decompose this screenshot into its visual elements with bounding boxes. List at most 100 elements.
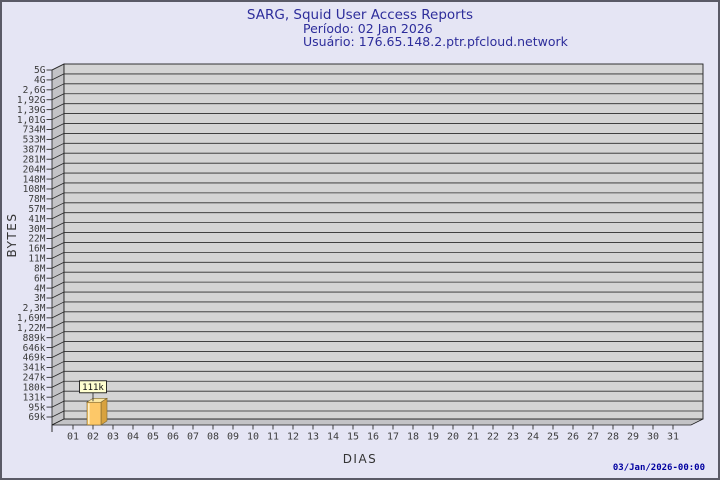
y-tick-label: 247k: [23, 373, 46, 384]
y-gridline-side: [51, 202, 65, 210]
y-gridline-side: [51, 133, 65, 140]
plot-floor: [51, 418, 704, 426]
y-tick-label: 4G: [34, 75, 46, 86]
y-tick-label: 131k: [23, 392, 46, 403]
y-tick-label: 78M: [28, 194, 45, 205]
bar-value-label: 111k: [82, 383, 104, 393]
x-tick-label: 13: [307, 432, 319, 443]
y-gridline-side: [51, 182, 65, 190]
y-gridline-side: [51, 311, 65, 319]
plot-back-wall: [63, 63, 704, 420]
y-gridline-side: [51, 63, 65, 71]
y-gridline-side: [51, 113, 65, 120]
y-tick-label: 1,39G: [17, 105, 46, 116]
y-gridline-side: [51, 152, 65, 160]
y-tick-label: 1,69M: [17, 313, 46, 324]
x-tick-label: 03: [107, 432, 119, 443]
y-tick-label: 22M: [28, 234, 45, 245]
y-tick-label: 11M: [28, 254, 45, 265]
y-gridline-side: [51, 380, 65, 388]
y-gridline-side: [51, 341, 65, 348]
y-tick-label: 204M: [23, 164, 46, 175]
x-tick-label: 18: [407, 432, 419, 443]
x-tick-label: 17: [387, 432, 399, 443]
x-tick-label: 26: [567, 432, 579, 443]
bar-day-02: 111k: [79, 380, 108, 426]
x-tick-label: 30: [647, 432, 659, 443]
y-tick-label: 8M: [34, 263, 46, 274]
y-tick-label: 69k: [28, 412, 45, 423]
y-gridline-side: [51, 370, 65, 378]
y-gridline-side: [51, 400, 65, 408]
x-tick-label: 27: [587, 432, 599, 443]
x-tick-label: 24: [527, 432, 539, 443]
x-tick-label: 21: [467, 432, 479, 443]
report-period: Período: 02 Jan 2026: [303, 21, 433, 36]
y-gridline-side: [51, 83, 65, 91]
y-tick-label: 469k: [23, 353, 46, 364]
y-gridline-side: [51, 103, 65, 111]
report-user: Usuário: 176.65.148.2.ptr.pfcloud.networ…: [303, 34, 568, 49]
x-axis-title: DIAS: [343, 452, 378, 466]
report-title: SARG, Squid User Access Reports: [246, 7, 474, 23]
x-tick-label: 07: [187, 432, 199, 443]
plot-left-wall: [51, 63, 65, 426]
y-gridline-side: [51, 291, 65, 299]
x-tick-label: 12: [287, 432, 299, 443]
y-tick-label: 4M: [34, 283, 46, 294]
y-gridline-side: [51, 172, 65, 180]
x-tick-label: 16: [367, 432, 379, 443]
y-tick-label: 1,92G: [17, 95, 46, 106]
x-tick-label: 06: [167, 432, 179, 443]
x-tick-label: 20: [447, 432, 459, 443]
y-gridline-side: [51, 252, 65, 259]
x-tick-label: 08: [207, 432, 219, 443]
x-tick-label: 31: [667, 432, 679, 443]
y-gridline-side: [51, 301, 65, 309]
y-tick-label: 5G: [34, 65, 46, 76]
y-tick-label: 533M: [23, 135, 46, 146]
y-gridline-side: [51, 222, 65, 229]
y-tick-label: 889k: [23, 333, 46, 344]
x-tick-label: 29: [627, 432, 639, 443]
y-gridline-side: [51, 162, 65, 170]
x-tick-label: 05: [147, 432, 159, 443]
y-gridline-side: [51, 271, 65, 279]
y-gridline-side: [51, 351, 65, 358]
y-tick-label: 2,3M: [23, 303, 46, 314]
y-tick-label: 3M: [34, 293, 46, 304]
y-gridline-side: [51, 261, 65, 269]
y-gridline-side: [51, 192, 65, 200]
y-tick-label: 41M: [28, 214, 45, 225]
x-tick-label: 11: [267, 432, 279, 443]
y-tick-label: 16M: [28, 244, 45, 255]
x-tick-label: 23: [507, 432, 519, 443]
y-tick-label: 95k: [28, 402, 45, 413]
y-gridline-side: [51, 390, 65, 398]
bar-value-box: [79, 380, 107, 394]
y-tick-label: 387M: [23, 145, 46, 156]
y-gridline-side: [51, 321, 65, 329]
y-gridline-side: [51, 212, 65, 220]
bar-right-face: [100, 397, 108, 426]
x-tick-label: 10: [247, 432, 259, 443]
y-gridline-side: [51, 93, 65, 101]
y-tick-label: 341k: [23, 363, 46, 374]
y-tick-label: 108M: [23, 184, 46, 195]
y-gridline-side: [51, 232, 65, 239]
y-tick-label: 180k: [23, 382, 46, 393]
y-gridline-side: [51, 242, 65, 249]
x-tick-label: 01: [67, 432, 79, 443]
x-tick-label: 15: [347, 432, 359, 443]
bar-front-face: [86, 401, 102, 426]
y-gridline-side: [51, 281, 65, 289]
x-tick-label: 09: [227, 432, 239, 443]
generation-timestamp: 03/Jan/2026-00:00: [612, 463, 705, 473]
y-tick-label: 281M: [23, 154, 46, 165]
y-axis-title: BYTES: [5, 213, 19, 258]
y-gridline-side: [51, 410, 65, 418]
y-tick-label: 1,22M: [17, 323, 46, 334]
y-tick-label: 2,6G: [23, 85, 46, 96]
